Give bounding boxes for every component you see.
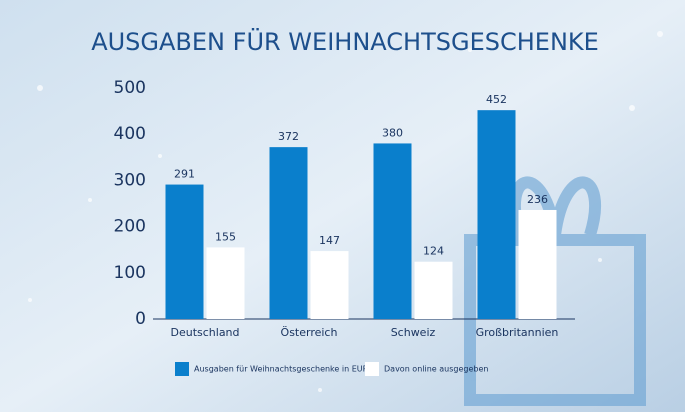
- legend-swatch: [175, 362, 189, 376]
- value-label: 124: [423, 245, 444, 258]
- bar: [414, 261, 453, 319]
- y-tick-label: 0: [135, 309, 146, 329]
- x-tick-label: Schweiz: [391, 326, 436, 339]
- x-tick-label: Österreich: [281, 326, 338, 339]
- legend-label: Ausgaben für Weihnachtsgeschenke in EURO: [194, 365, 374, 374]
- value-label: 155: [215, 230, 236, 243]
- legend-swatch: [365, 362, 379, 376]
- bar: [477, 110, 516, 320]
- y-tick-label: 300: [114, 170, 146, 190]
- legend-label: Davon online ausgegeben: [384, 365, 488, 374]
- x-tick-label: Großbritannien: [476, 326, 559, 339]
- bar: [269, 147, 308, 319]
- value-label: 380: [382, 126, 403, 139]
- y-tick-label: 500: [114, 78, 146, 98]
- y-tick-label: 100: [114, 263, 146, 283]
- bar: [518, 209, 557, 319]
- value-label: 372: [278, 130, 299, 143]
- y-tick-label: 200: [114, 217, 146, 237]
- value-label: 236: [527, 193, 548, 206]
- x-tick-label: Deutschland: [170, 326, 239, 339]
- value-label: 452: [486, 93, 507, 106]
- value-label: 147: [319, 234, 340, 247]
- bar: [373, 143, 412, 319]
- bar: [206, 247, 245, 319]
- chart-title: AUSGABEN FÜR WEIHNACHTSGESCHENKE: [91, 27, 599, 56]
- value-label: 291: [174, 168, 195, 181]
- bar: [310, 251, 349, 319]
- bar: [165, 184, 204, 319]
- snow: [28, 31, 663, 392]
- y-tick-label: 400: [114, 124, 146, 144]
